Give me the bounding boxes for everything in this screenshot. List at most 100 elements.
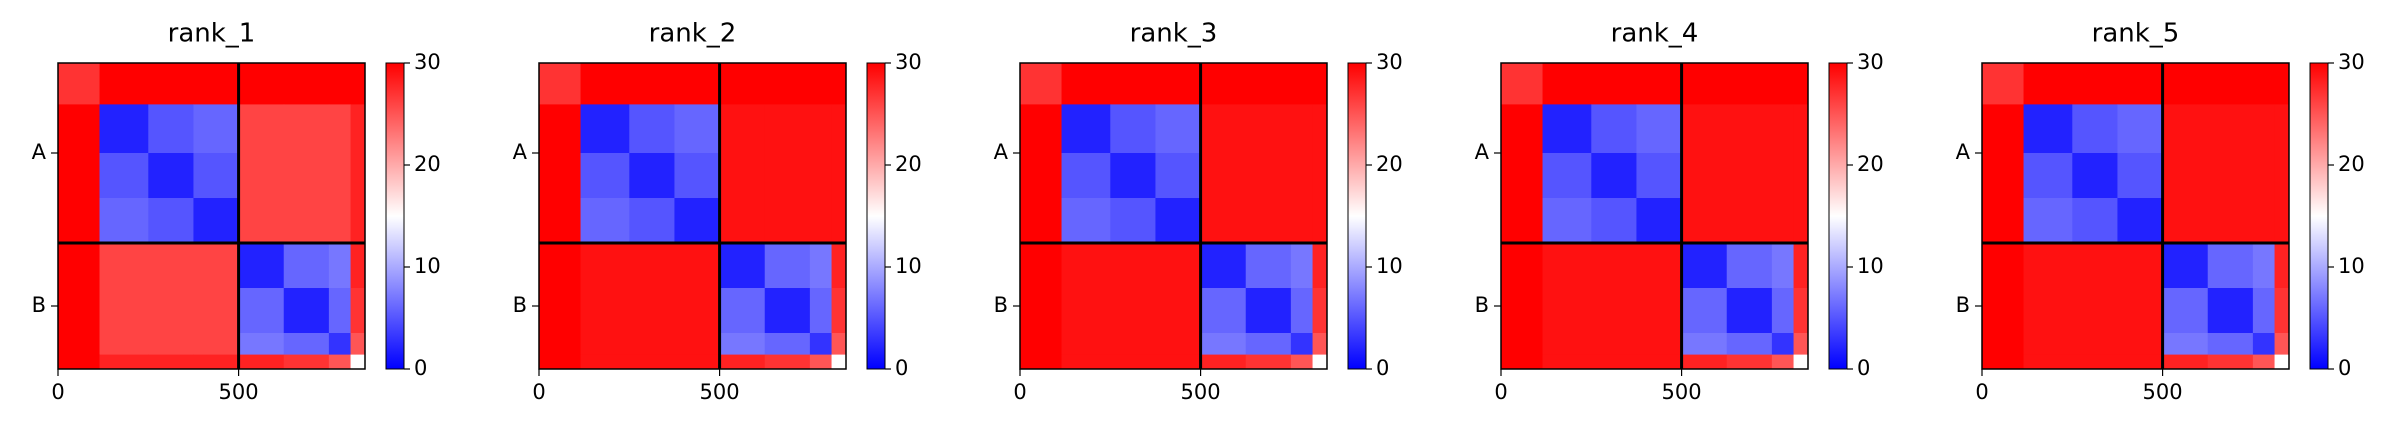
heatmap-cell	[1020, 153, 1063, 199]
heatmap-cell	[1245, 63, 1292, 105]
heatmap-cell	[283, 333, 330, 356]
heatmap-cell	[58, 333, 101, 356]
heatmap-cell	[1982, 104, 2025, 154]
heatmap-cell	[1542, 198, 1592, 244]
heatmap-cell	[674, 104, 721, 154]
heatmap-cell	[2072, 243, 2118, 289]
heatmap-cell	[1200, 198, 1247, 244]
heatmap-cell	[1312, 288, 1328, 334]
heatmap-cell	[2162, 153, 2209, 199]
heatmap-cell	[1982, 198, 2025, 244]
heatmap-cell	[148, 288, 194, 334]
heatmap-cell	[1591, 63, 1637, 105]
heatmap-cell	[1245, 198, 1292, 244]
heatmap-cell	[2117, 198, 2164, 244]
heatmap-cell	[283, 153, 330, 199]
heatmap-cell	[1061, 333, 1111, 356]
heatmap-cell	[1290, 63, 1314, 105]
heatmap-cell	[1681, 104, 1728, 154]
heatmap-cell	[1681, 198, 1728, 244]
heatmap-cell	[2072, 153, 2118, 199]
heatmap-cell	[1726, 104, 1773, 154]
colorbar-tick-label: 10	[2338, 254, 2365, 278]
chart-title: rank_5	[2092, 19, 2180, 49]
heatmap-cell	[1681, 333, 1728, 356]
colorbar	[1347, 62, 1367, 370]
heatmap-cell	[539, 104, 582, 154]
heatmap-cell	[1636, 153, 1683, 199]
heatmap-cell	[809, 288, 833, 334]
heatmap-cell	[539, 153, 582, 199]
heatmap-cell	[350, 63, 366, 105]
heatmap-cell	[1542, 333, 1592, 356]
heatmap-cell	[580, 333, 630, 356]
heatmap-cell	[1312, 153, 1328, 199]
heatmap-cell	[1312, 354, 1328, 370]
heatmap-cell	[2162, 104, 2209, 154]
chart-title: rank_3	[1130, 19, 1218, 49]
heatmap-cell	[719, 354, 766, 370]
heatmap-cell	[99, 153, 149, 199]
heatmap-cell	[58, 243, 101, 289]
colorbar	[866, 62, 886, 370]
heatmap-cell	[1200, 63, 1247, 105]
colorbar-tick-label: 30	[895, 50, 922, 74]
heatmap-cell	[99, 104, 149, 154]
heatmap-cell	[1681, 153, 1728, 199]
heatmap-cell	[2023, 243, 2073, 289]
heatmap-cell	[1200, 288, 1247, 334]
colorbar-tick-label: 10	[895, 254, 922, 278]
heatmap-cell	[2207, 153, 2254, 199]
heatmap-cell	[1245, 104, 1292, 154]
colorbar-tick-label: 10	[1376, 254, 1403, 278]
heatmap-cell	[1793, 288, 1809, 334]
heatmap-cell	[1155, 104, 1202, 154]
heatmap-cell	[328, 153, 352, 199]
x-tick-label: 0	[1494, 380, 1507, 404]
heatmap-cell	[1501, 198, 1544, 244]
heatmap-cell	[1542, 243, 1592, 289]
heatmap-cell	[1061, 288, 1111, 334]
heatmap-cell	[539, 198, 582, 244]
heatmap-cell	[2117, 153, 2164, 199]
heatmap-cell	[2274, 333, 2290, 356]
heatmap-cell	[350, 354, 366, 370]
heatmap-cell	[1501, 243, 1544, 289]
heatmap-cell	[2023, 333, 2073, 356]
heatmap-cell	[1290, 198, 1314, 244]
heatmap-cell	[1020, 288, 1063, 334]
heatmap-cell	[148, 104, 194, 154]
heatmap-cell	[1681, 354, 1728, 370]
heatmap-cell	[539, 333, 582, 356]
heatmap-cell	[2162, 333, 2209, 356]
heatmap-cell	[1982, 63, 2025, 105]
heatmap-cell	[99, 354, 149, 370]
heatmap-cell	[148, 243, 194, 289]
x-tick-label: 0	[51, 380, 64, 404]
heatmap-cell	[1542, 354, 1592, 370]
heatmap-cell	[1793, 63, 1809, 105]
heatmap-cell	[1290, 153, 1314, 199]
heatmap-cell	[1793, 153, 1809, 199]
chart-title: rank_1	[168, 19, 256, 49]
heatmap-cell	[2162, 243, 2209, 289]
heatmap-cell	[764, 288, 811, 334]
heatmap-cell	[674, 153, 721, 199]
heatmap-cell	[1542, 63, 1592, 105]
heatmap-cell	[2072, 63, 2118, 105]
heatmap-cell	[629, 104, 675, 154]
heatmap-cell	[1793, 243, 1809, 289]
heatmap-cell	[1290, 243, 1314, 289]
heatmap-cell	[1155, 198, 1202, 244]
heatmap-cell	[1110, 198, 1156, 244]
heatmap-cell	[674, 288, 721, 334]
heatmap-cell	[58, 354, 101, 370]
heatmap-cell	[1726, 198, 1773, 244]
heatmap-cell	[1591, 288, 1637, 334]
x-tick-label: 0	[1013, 380, 1026, 404]
heatmap-cell	[193, 243, 240, 289]
heatmap-cell	[1312, 198, 1328, 244]
heatmap-cell	[350, 288, 366, 334]
heatmap-cell	[1591, 333, 1637, 356]
heatmap-cell	[2207, 288, 2254, 334]
